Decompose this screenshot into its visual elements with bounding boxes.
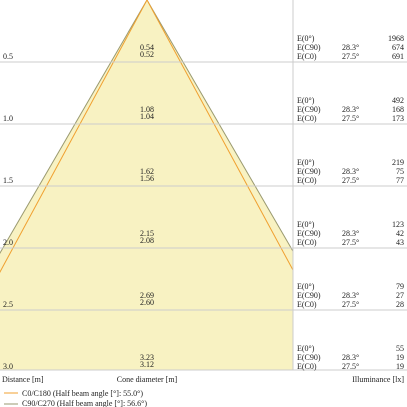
c90-angle: 28.3°	[342, 229, 359, 238]
footer-distance: Distance [m]	[2, 375, 44, 384]
e0-value: 219	[392, 158, 404, 167]
e0-value: 123	[392, 220, 404, 229]
e0-value: 492	[392, 96, 404, 105]
c0-angle: 27.5°	[342, 52, 359, 61]
c0-label: E(C0)	[297, 238, 317, 247]
distance-label: 1.5	[3, 176, 13, 185]
c0-angle: 27.5°	[342, 300, 359, 309]
c0-label: E(C0)	[297, 300, 317, 309]
c90-label: E(C90)	[297, 353, 321, 362]
diameter-upper: 2.15	[140, 229, 154, 238]
c0-value: 77	[396, 176, 404, 185]
diameter-lower: 2.60	[140, 298, 154, 307]
c0-label: E(C0)	[297, 176, 317, 185]
c90-angle: 28.3°	[342, 353, 359, 362]
c0-angle: 27.5°	[342, 176, 359, 185]
c0-label: E(C0)	[297, 114, 317, 123]
c90-angle: 28.3°	[342, 167, 359, 176]
footer-illuminance: Illuminance [lx]	[352, 375, 404, 384]
e0-value: 79	[396, 282, 404, 291]
cone	[0, 0, 293, 370]
c90-label: E(C90)	[297, 229, 321, 238]
distance-label: 3.0	[3, 362, 13, 371]
c90-value: 19	[396, 353, 404, 362]
c90-label: E(C90)	[297, 291, 321, 300]
c90-value: 168	[392, 105, 404, 114]
legend-entry: C90/C270 (Half beam angle [°]: 56.6°)	[22, 399, 147, 407]
c90-label: E(C90)	[297, 105, 321, 114]
c0-angle: 27.5°	[342, 362, 359, 371]
e0-value: 55	[396, 344, 404, 353]
diameter-upper: 3.23	[140, 353, 154, 362]
distance-label: 1.0	[3, 114, 13, 123]
distance-label: 2.0	[3, 238, 13, 247]
c0-value: 43	[396, 238, 404, 247]
e0-label: E(0°)	[297, 96, 315, 105]
c90-angle: 28.3°	[342, 43, 359, 52]
c90-value: 27	[396, 291, 404, 300]
diameter-lower: 0.52	[140, 50, 154, 59]
e0-label: E(0°)	[297, 282, 315, 291]
diameter-lower: 1.04	[140, 112, 154, 121]
diameter-upper: 0.54	[140, 43, 154, 52]
c0-value: 691	[392, 52, 404, 61]
c0-angle: 27.5°	[342, 238, 359, 247]
diameter-upper: 1.62	[140, 167, 154, 176]
c0-label: E(C0)	[297, 52, 317, 61]
footer-diameter: Cone diameter [m]	[117, 375, 178, 384]
c90-value: 75	[396, 167, 404, 176]
diameter-lower: 1.56	[140, 174, 154, 183]
diameter-lower: 3.12	[140, 360, 154, 369]
e0-label: E(0°)	[297, 344, 315, 353]
c90-value: 674	[392, 43, 404, 52]
distance-label: 0.5	[3, 52, 13, 61]
e0-label: E(0°)	[297, 34, 315, 43]
c0-value: 28	[396, 300, 404, 309]
c90-angle: 28.3°	[342, 105, 359, 114]
diameter-upper: 1.08	[140, 105, 154, 114]
cone-c0	[0, 0, 293, 370]
c0-value: 173	[392, 114, 404, 123]
e0-label: E(0°)	[297, 220, 315, 229]
c0-angle: 27.5°	[342, 114, 359, 123]
distance-label: 2.5	[3, 300, 13, 309]
diameter-lower: 2.08	[140, 236, 154, 245]
c90-label: E(C90)	[297, 167, 321, 176]
c90-value: 42	[396, 229, 404, 238]
c90-angle: 28.3°	[342, 291, 359, 300]
e0-value: 1968	[388, 34, 404, 43]
e0-label: E(0°)	[297, 158, 315, 167]
c0-label: E(C0)	[297, 362, 317, 371]
c0-value: 19	[396, 362, 404, 371]
c90-label: E(C90)	[297, 43, 321, 52]
diameter-upper: 2.69	[140, 291, 154, 300]
legend-entry: C0/C180 (Half beam angle [°]: 55.0°)	[22, 389, 143, 398]
